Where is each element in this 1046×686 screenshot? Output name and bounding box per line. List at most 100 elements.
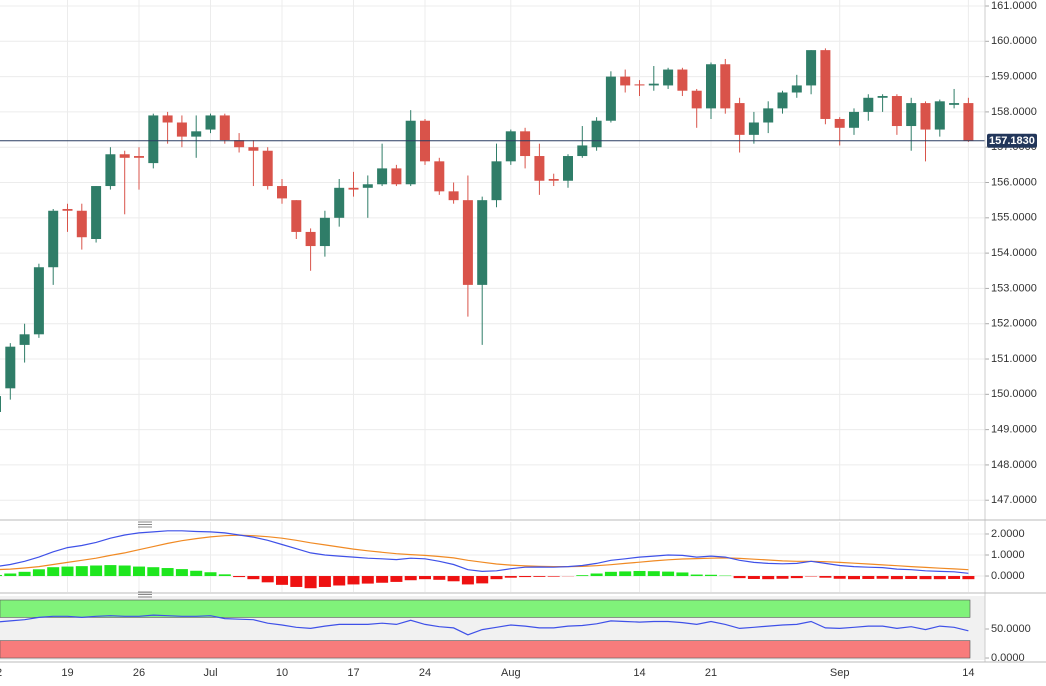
x-tick-label: 14: [633, 667, 645, 679]
candle-body: [691, 90, 702, 109]
histogram-bar: [304, 576, 317, 589]
histogram-bar: [247, 576, 260, 580]
marks-layer: [0, 48, 985, 636]
histogram-bar: [519, 576, 532, 578]
candle-body: [148, 115, 159, 164]
candle-body: [477, 200, 488, 285]
candle-body: [262, 150, 273, 187]
histogram-bar: [18, 571, 31, 577]
candle-body: [663, 69, 674, 86]
histogram-bar: [218, 574, 231, 577]
x-tick-label: 10: [276, 667, 288, 679]
candle-body: [48, 210, 59, 268]
x-tick-label: Jul: [203, 667, 217, 679]
histogram-bar: [919, 576, 932, 580]
candle-body: [634, 84, 645, 86]
histogram-bar: [862, 576, 875, 579]
candle-body: [348, 187, 359, 190]
histogram-bar: [75, 566, 88, 577]
candle-body: [677, 69, 688, 91]
histogram-bar: [533, 576, 546, 577]
x-tick-label: 17: [347, 667, 359, 679]
candle-body: [5, 346, 16, 389]
y-tick-label: 148.0000: [991, 459, 1037, 471]
histogram-bar: [962, 576, 975, 580]
histogram-bar: [90, 565, 103, 577]
candle-body: [620, 76, 631, 86]
candle-body: [820, 50, 831, 119]
histogram-bar: [0, 574, 2, 577]
candle-body: [91, 186, 102, 239]
histogram-bar: [647, 571, 660, 577]
candle-body: [605, 76, 616, 121]
histogram-bar: [604, 571, 617, 577]
x-tick-label: 14: [962, 667, 974, 679]
candle-body: [548, 178, 559, 181]
candle-body: [134, 156, 144, 158]
y-tick-label: 152.0000: [991, 318, 1037, 330]
histogram-bar: [404, 576, 417, 581]
candle-body: [748, 122, 759, 135]
drag-handle[interactable]: [138, 521, 152, 528]
candle-body: [0, 396, 1, 412]
candle-body: [934, 101, 945, 130]
x-tick-label: Sep: [830, 667, 850, 679]
histogram-bar: [576, 575, 589, 577]
candle-body: [319, 217, 330, 247]
candle-body: [219, 115, 230, 141]
histogram-bar: [32, 569, 45, 577]
rsi-line: [0, 614, 969, 636]
candle-body: [949, 103, 960, 105]
candle-body: [906, 103, 917, 127]
plot-background: [0, 0, 985, 686]
histogram-bar: [433, 576, 446, 580]
candle-body: [648, 83, 659, 86]
candle-body: [76, 210, 87, 238]
histogram-bar: [376, 576, 389, 583]
histogram-bar: [747, 576, 760, 579]
candle-body: [305, 231, 316, 247]
histogram-bar: [333, 576, 346, 586]
histogram-bar: [619, 571, 632, 577]
candle-body: [563, 156, 573, 181]
histogram-bar: [905, 576, 918, 579]
histogram-bar: [948, 576, 961, 579]
x-tick-label: 19: [61, 667, 73, 679]
histogram-bar: [776, 576, 789, 579]
candle-body: [391, 168, 402, 185]
last-price-box: [987, 133, 1037, 148]
candle-body: [291, 200, 302, 232]
drag-handle[interactable]: [138, 591, 152, 598]
histogram-bar: [318, 576, 331, 587]
candle-body: [334, 187, 345, 218]
signal-line: [0, 534, 969, 571]
histogram-bar: [447, 576, 460, 582]
candle-body: [248, 147, 259, 151]
candle-body: [491, 161, 502, 201]
histogram-bar: [276, 576, 288, 585]
candle-body: [963, 103, 974, 141]
candle-body: [849, 111, 859, 128]
y-tick-label: 154.0000: [991, 247, 1037, 259]
x-tick-label: Aug: [501, 667, 521, 679]
candle-body: [19, 334, 30, 345]
y-tick-label: 2.0000: [991, 528, 1025, 540]
candle-body: [434, 161, 445, 192]
histogram-bar: [204, 572, 217, 577]
rsi-band: [0, 599, 971, 618]
histogram-bar: [104, 565, 117, 577]
x-tick-label: 24: [419, 667, 431, 679]
histogram-bar: [419, 576, 431, 580]
y-tick-label: 1.0000: [991, 549, 1025, 561]
candle-body: [834, 118, 845, 128]
histogram-bar: [161, 568, 174, 577]
candle-body: [119, 154, 130, 158]
y-tick-label: 151.0000: [991, 353, 1037, 365]
histogram-bar: [4, 573, 17, 577]
histogram-bar: [819, 576, 832, 578]
candle-body: [105, 154, 116, 187]
candle-body: [377, 168, 388, 185]
candle-body: [734, 103, 745, 135]
